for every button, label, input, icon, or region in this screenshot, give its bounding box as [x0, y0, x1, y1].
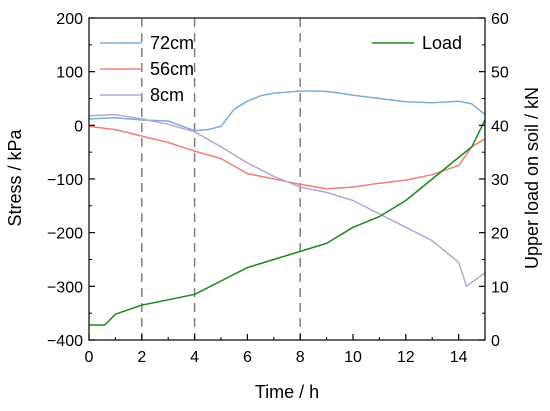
- right-y-tick-label: 20: [491, 226, 509, 243]
- legend-label-load: Load: [422, 33, 462, 53]
- left-y-tick-label: 200: [56, 11, 83, 28]
- right-y-tick-label: 10: [491, 279, 509, 296]
- series-lines: [88, 90, 486, 326]
- legend-label-8cm: 8cm: [150, 85, 184, 105]
- left-y-tick-label: −100: [47, 172, 83, 189]
- legend-label-72cm: 72cm: [150, 33, 194, 53]
- right-y-tick-label: 60: [491, 11, 509, 28]
- x-tick-label: 8: [296, 349, 305, 366]
- left-y-tick-label: 100: [56, 65, 83, 82]
- x-tick-label: 14: [450, 349, 468, 366]
- x-tick-label: 2: [137, 349, 146, 366]
- legend-left: 72cm 56cm 8cm: [100, 33, 194, 105]
- x-tick-label: 6: [243, 349, 252, 366]
- axis-ticks: [88, 17, 485, 341]
- series-line-56cm: [88, 125, 486, 190]
- right-y-axis-title: Upper load on soil / kN: [522, 87, 542, 269]
- series-line-load: [89, 119, 486, 326]
- left-y-tick-label: −400: [47, 333, 83, 350]
- x-tick-label: 12: [397, 349, 415, 366]
- left-y-tick-label: 0: [74, 118, 83, 135]
- left-y-axis-title: Stress / kPa: [5, 128, 25, 226]
- vertical-reference-lines: [141, 18, 301, 340]
- right-y-tick-label: 40: [491, 118, 509, 135]
- right-y-tick-label: 0: [491, 333, 500, 350]
- plot-frame: [88, 17, 486, 341]
- left-y-tick-label: −300: [47, 279, 83, 296]
- legend-label-56cm: 56cm: [150, 59, 194, 79]
- series-line-72cm: [88, 90, 486, 132]
- series-line-8cm: [88, 113, 486, 288]
- x-tick-label: 0: [85, 349, 94, 366]
- x-tick-label: 10: [344, 349, 362, 366]
- right-y-tick-label: 30: [491, 172, 509, 189]
- x-tick-label: 4: [190, 349, 199, 366]
- legend-right: Load: [372, 33, 462, 53]
- right-y-tick-label: 50: [491, 65, 509, 82]
- x-axis-title: Time / h: [255, 382, 319, 402]
- left-y-tick-label: −200: [47, 226, 83, 243]
